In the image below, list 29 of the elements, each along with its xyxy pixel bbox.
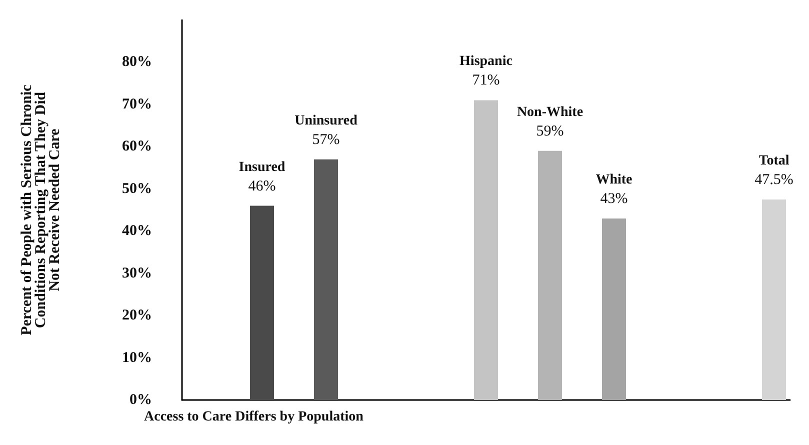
- data-label: 47.5%: [754, 172, 794, 188]
- x-tick-label: Uninsured: [294, 113, 358, 128]
- y-tick-label: 70%: [122, 96, 152, 112]
- bar: [314, 159, 338, 400]
- x-tick-label: Non-White: [516, 104, 584, 120]
- x-tick-label: Insured: [238, 160, 286, 175]
- x-tick-label: White: [596, 172, 632, 188]
- y-axis-title: Percent of People with Serious Chronic Conditions Reporting That They Did Not Receive Needed Care: [19, 84, 63, 336]
- y-tick-label: 80%: [122, 54, 152, 70]
- data-label: 71%: [472, 72, 500, 89]
- bar: [762, 199, 786, 400]
- y-tick-label: 20%: [122, 308, 152, 324]
- y-tick-label: 0%: [130, 392, 152, 408]
- bar: [474, 100, 498, 400]
- bar: [538, 150, 562, 400]
- data-label: 57%: [312, 132, 340, 148]
- x-tick-label: Total: [758, 153, 790, 168]
- y-tick-label: 10%: [122, 350, 152, 366]
- data-label: 43%: [600, 190, 628, 207]
- bar: [250, 206, 274, 400]
- y-tick-label: 40%: [122, 223, 152, 240]
- x-tick-label: Hispanic: [460, 54, 512, 70]
- x-axis-title: Access to Care Differs by Population: [144, 410, 364, 424]
- y-tick-label: 50%: [122, 180, 152, 197]
- data-label: 46%: [248, 178, 276, 194]
- bar: [602, 218, 626, 400]
- y-tick-label: 30%: [122, 265, 152, 282]
- data-label: 59%: [536, 123, 564, 140]
- y-tick-label: 60%: [122, 138, 152, 155]
